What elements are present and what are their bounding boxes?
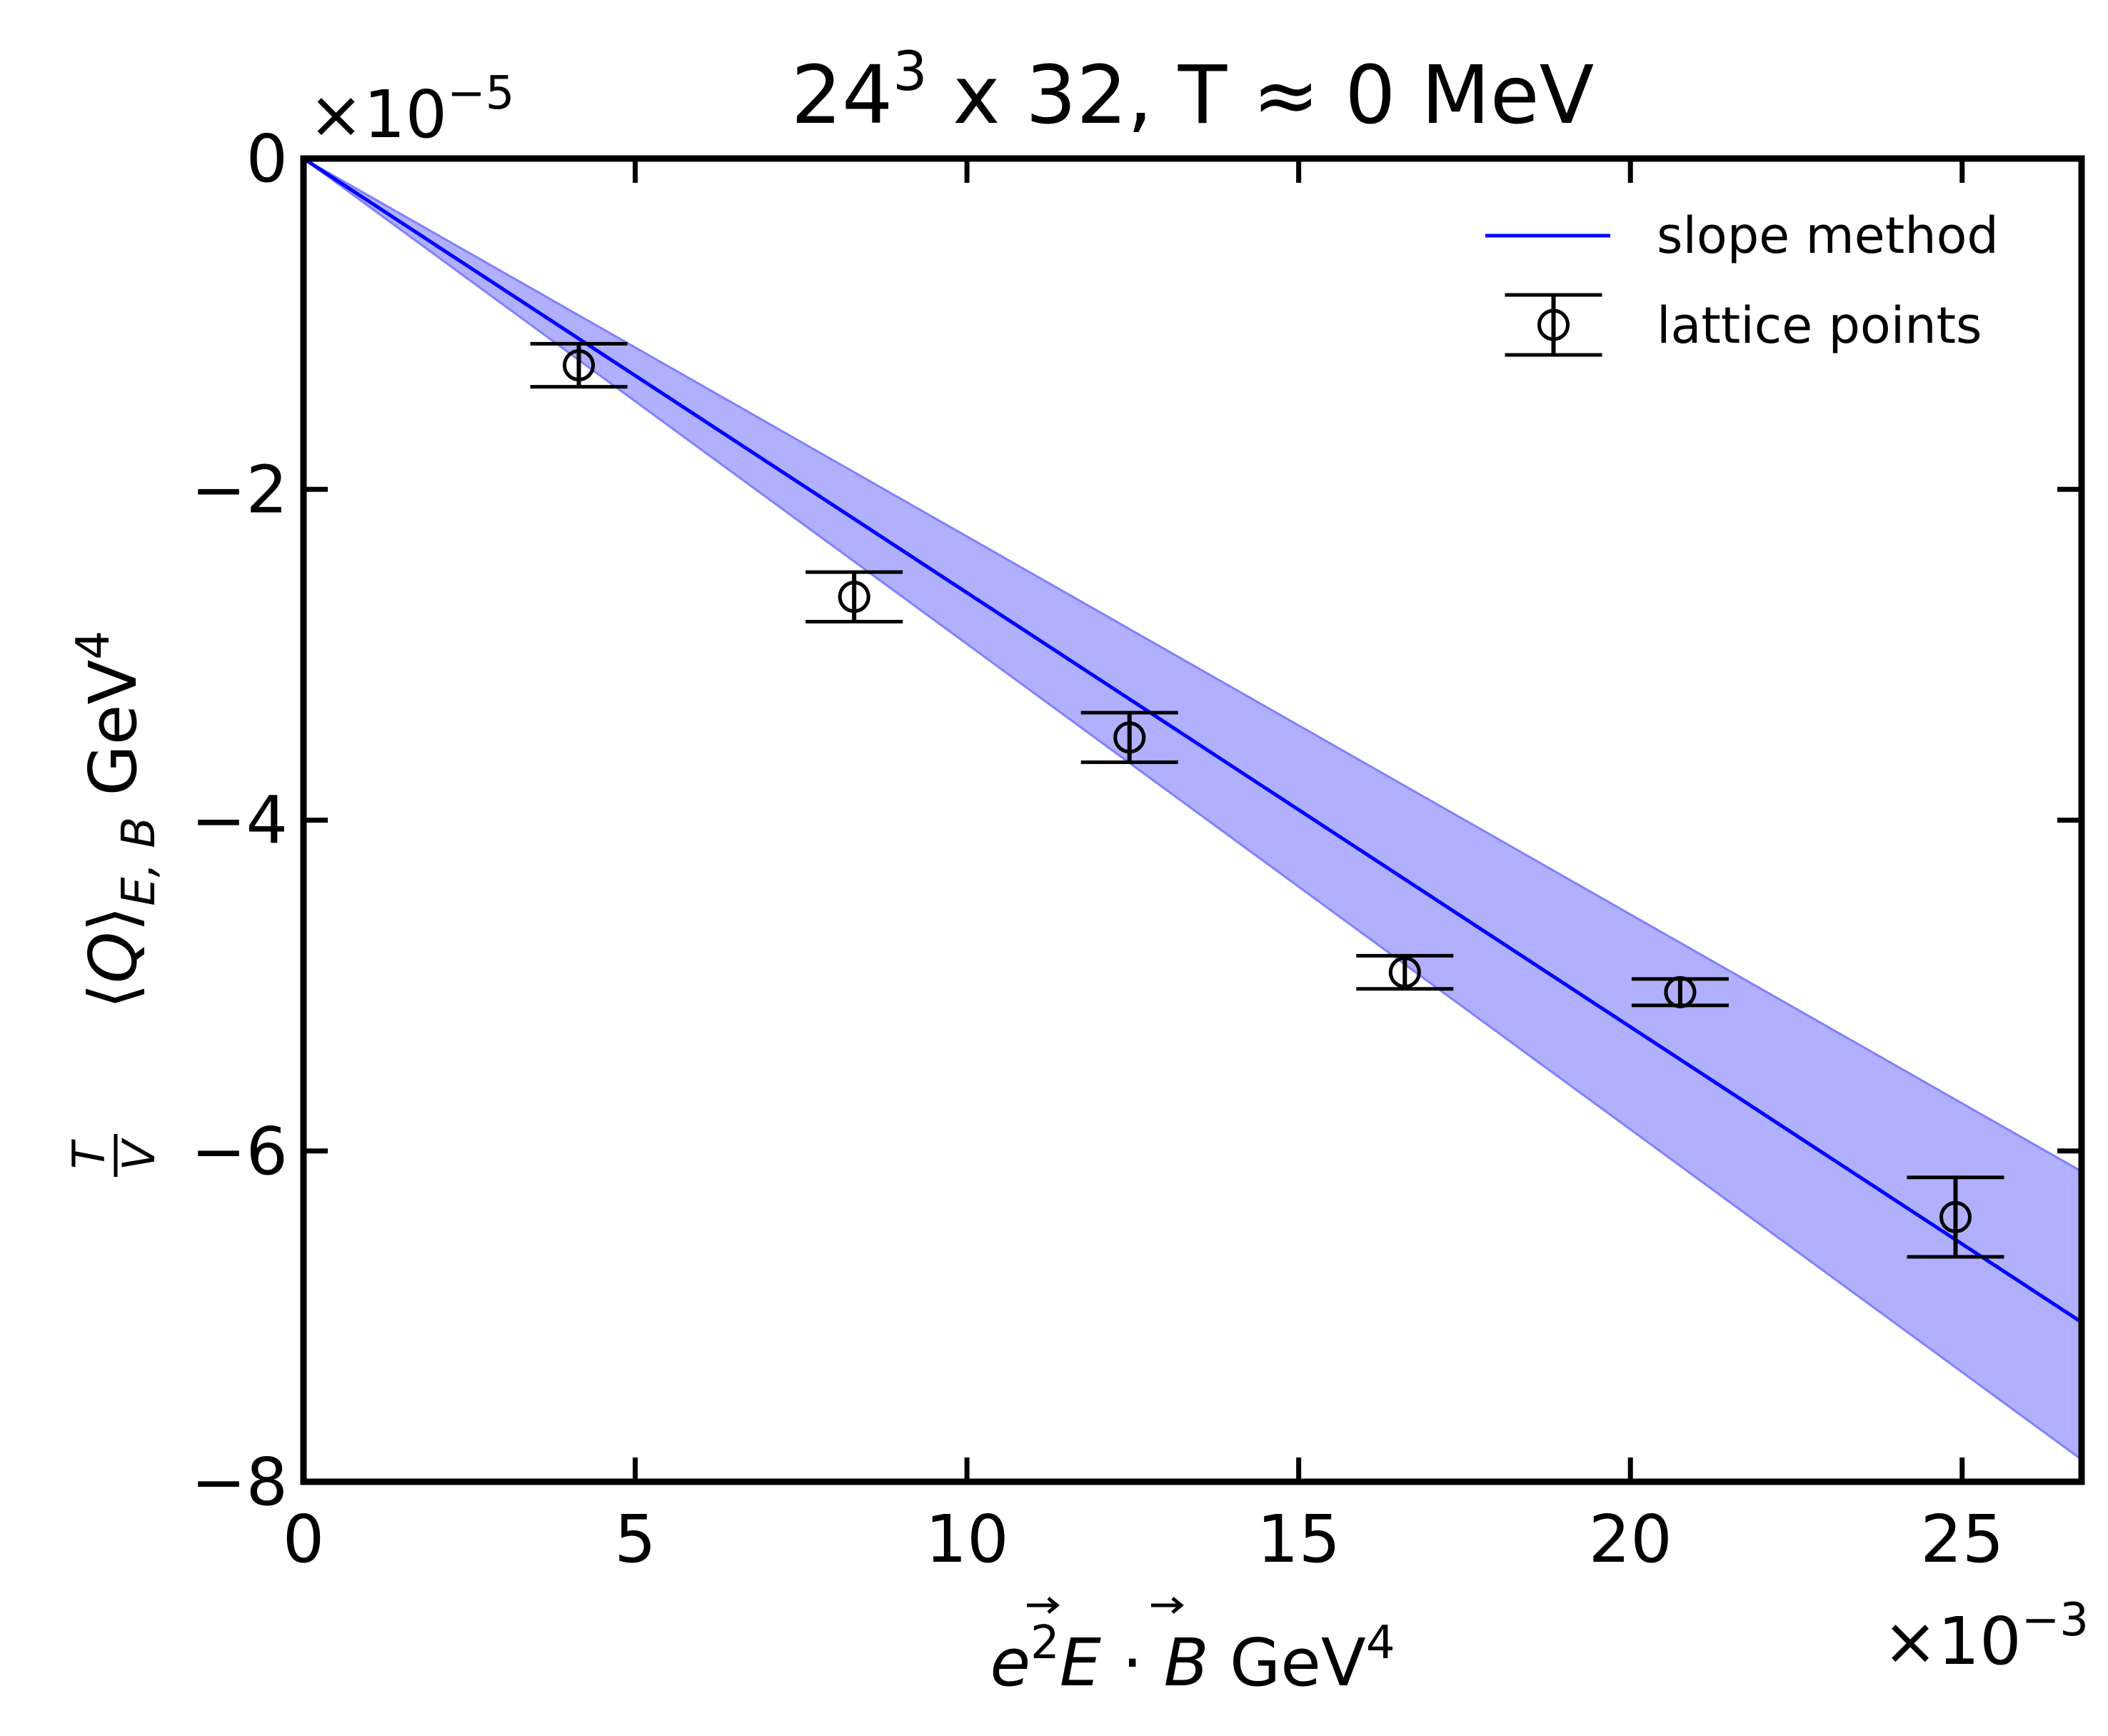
legend-label-slope-method: slope method — [1657, 206, 1999, 265]
x-tick-label: 0 — [283, 1501, 325, 1577]
vector-arrow-icon — [1151, 1597, 1184, 1614]
y-axis-label-fraction: T V — [63, 1134, 165, 1177]
plot-frame — [300, 155, 2085, 1485]
lattice-point-marker — [1388, 956, 1421, 989]
lattice-point-marker — [563, 349, 596, 382]
x-axis-label: e2E · B GeV4 — [990, 1617, 1395, 1701]
x-axis-label-vector-arrows — [1027, 1597, 1184, 1614]
x-axis-multiplier: ×10−3 — [1883, 1594, 2089, 1680]
lattice-point-marker — [1113, 721, 1146, 754]
y-axis-ticks: 0 −2 −4 −6 −8 — [191, 121, 2082, 1520]
legend: slope method lattice points — [1485, 206, 1999, 357]
y-axis-label-fraction-numerator: T — [63, 1139, 115, 1169]
y-tick-label: −6 — [191, 1113, 288, 1190]
x-tick-label: 15 — [1257, 1501, 1340, 1577]
x-tick-label: 20 — [1589, 1501, 1672, 1577]
legend-marker-swatch — [1537, 308, 1570, 341]
lattice-point-marker — [1939, 1200, 1972, 1233]
lattice-point-marker — [1664, 975, 1697, 1008]
lattice-point — [1080, 711, 1178, 764]
y-tick-label: 0 — [246, 121, 288, 197]
lattice-point-marker — [838, 581, 870, 613]
chart-title: 243 x 32, T ≈ 0 MeV — [791, 39, 1595, 142]
x-axis-ticks: 0 5 10 15 20 25 — [283, 159, 2004, 1577]
lattice-point — [805, 570, 903, 624]
plot-area — [303, 159, 2082, 1461]
lattice-point — [1356, 953, 1454, 991]
y-axis-label-fraction-denominator: V — [113, 1137, 165, 1170]
svg-text:⟨Q⟩E, B GeV4: ⟨Q⟩E, B GeV4 — [67, 631, 166, 1009]
x-tick-label: 5 — [614, 1501, 656, 1577]
lattice-point — [1631, 975, 1729, 1008]
x-tick-label: 25 — [1920, 1501, 2004, 1577]
lattice-point — [1907, 1175, 2004, 1259]
legend-label-lattice-points: lattice points — [1657, 296, 1982, 355]
fit-confidence-band — [303, 159, 2082, 1461]
y-axis-multiplier: ×10−5 — [308, 67, 515, 153]
y-tick-label: −2 — [191, 451, 288, 528]
y-tick-label: −4 — [191, 783, 288, 859]
series-slope-method-line — [303, 159, 2082, 1324]
x-tick-label: 10 — [925, 1501, 1009, 1577]
y-tick-label: −8 — [191, 1444, 288, 1520]
vector-arrow-icon — [1027, 1597, 1060, 1614]
lattice-point — [530, 341, 628, 389]
y-axis-label: ⟨Q⟩E, B GeV4 T V — [63, 631, 166, 1177]
